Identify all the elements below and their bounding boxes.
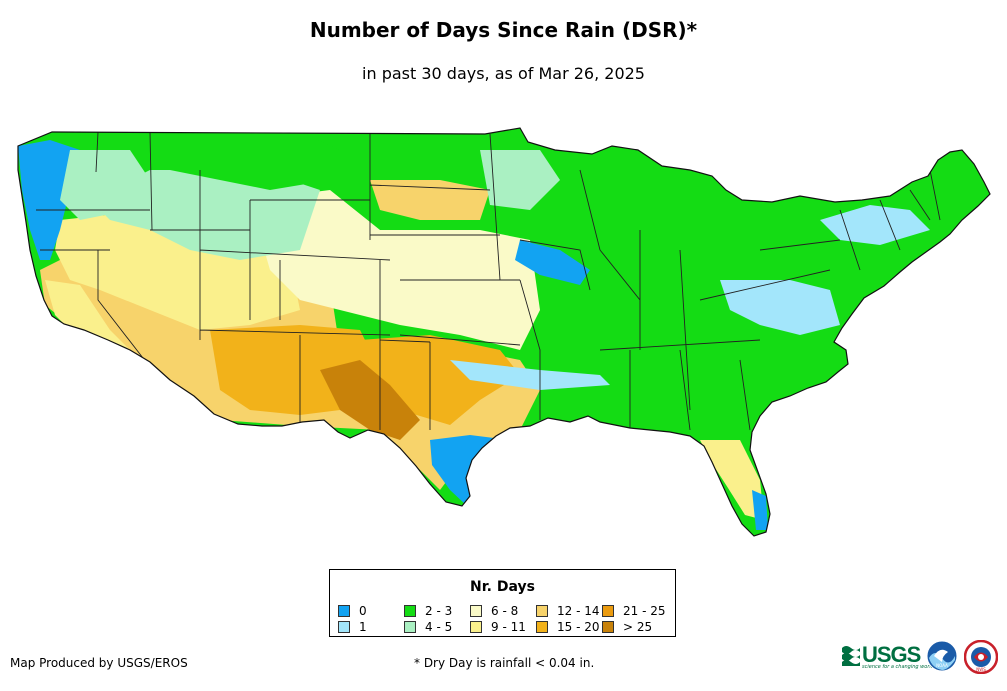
region-oregon-mint <box>60 150 150 220</box>
legend-label: 15 - 20 <box>557 620 600 634</box>
usgs-logo: USGS <box>842 642 921 667</box>
legend-label: 9 - 11 <box>491 620 526 634</box>
region-nd-light <box>480 150 560 210</box>
region-ohio-valley-light <box>720 280 840 335</box>
legend-label: 2 - 3 <box>425 604 453 618</box>
legend-label: 4 - 5 <box>425 620 453 634</box>
legend-swatch <box>470 605 482 617</box>
legend-item: 4 - 5 <box>404 619 470 635</box>
region-oklahoma-stripe <box>450 360 610 390</box>
legend-item: 6 - 8 <box>470 603 536 619</box>
legend-grid: 0 1 2 - 3 4 - 5 6 - 8 9 - 11 12 - 14 15 - 20 21 … <box>338 603 668 635</box>
legend-label: 21 - 25 <box>623 604 666 618</box>
state-boundaries <box>36 131 941 431</box>
legend-item: 15 - 20 <box>536 619 602 635</box>
map-subtitle: in past 30 days, as of Mar 26, 2025 <box>362 64 645 83</box>
dry-day-footnote: * Dry Day is rainfall < 0.04 in. <box>414 656 595 670</box>
legend-label: 12 - 14 <box>557 604 600 618</box>
agency-logos: USGS science for a changing world NOAA N… <box>842 640 1002 680</box>
legend-swatch <box>338 605 350 617</box>
region-midwest-blue <box>515 240 590 285</box>
legend-swatch <box>602 605 614 617</box>
legend-label: > 25 <box>623 620 653 634</box>
legend-title: Nr. Days <box>470 579 535 595</box>
region-plains-light <box>250 190 540 350</box>
legend-label: 0 <box>359 604 367 618</box>
map-title: Number of Days Since Rain (DSR)* <box>309 18 698 42</box>
region-north-plains-tan <box>370 180 490 220</box>
region-rockies-mint <box>90 170 320 260</box>
legend-swatch <box>536 605 548 617</box>
usgs-wave-icon <box>842 646 860 666</box>
legend-item: 2 - 3 <box>404 603 470 619</box>
nws-logo: NWS <box>964 640 998 674</box>
legend-item: 9 - 11 <box>470 619 536 635</box>
legend-swatch <box>404 621 416 633</box>
noaa-text: NOAA <box>936 663 948 668</box>
legend-label: 1 <box>359 620 367 634</box>
noaa-logo: NOAA <box>926 640 958 672</box>
usgs-text: USGS <box>862 642 921 667</box>
map-credit: Map Produced by USGS/EROS <box>10 656 188 670</box>
legend-label: 6 - 8 <box>491 604 519 618</box>
legend-item: 0 <box>338 603 404 619</box>
region-ne-blue <box>820 205 930 245</box>
region-florida-tip-blue <box>752 490 768 530</box>
usgs-tagline: science for a changing world <box>862 664 934 670</box>
legend-item: > 25 <box>602 619 668 635</box>
legend-swatch <box>536 621 548 633</box>
region-rockies-green <box>150 132 340 190</box>
region-tx-dark <box>320 360 420 440</box>
legend-swatch <box>470 621 482 633</box>
legend-swatch <box>338 621 350 633</box>
legend-item: 1 <box>338 619 404 635</box>
legend-item: 21 - 25 <box>602 603 668 619</box>
legend-item: 12 - 14 <box>536 603 602 619</box>
nws-text: NWS <box>976 667 986 672</box>
legend-swatch <box>404 605 416 617</box>
legend-swatch <box>602 621 614 633</box>
us-dsr-map <box>17 127 991 537</box>
region-west-coast-blue <box>18 140 80 260</box>
legend: Nr. Days 0 1 2 - 3 4 - 5 6 - 8 9 - 11 12 - 14 1… <box>329 569 676 637</box>
region-florida-yellow <box>700 440 764 520</box>
